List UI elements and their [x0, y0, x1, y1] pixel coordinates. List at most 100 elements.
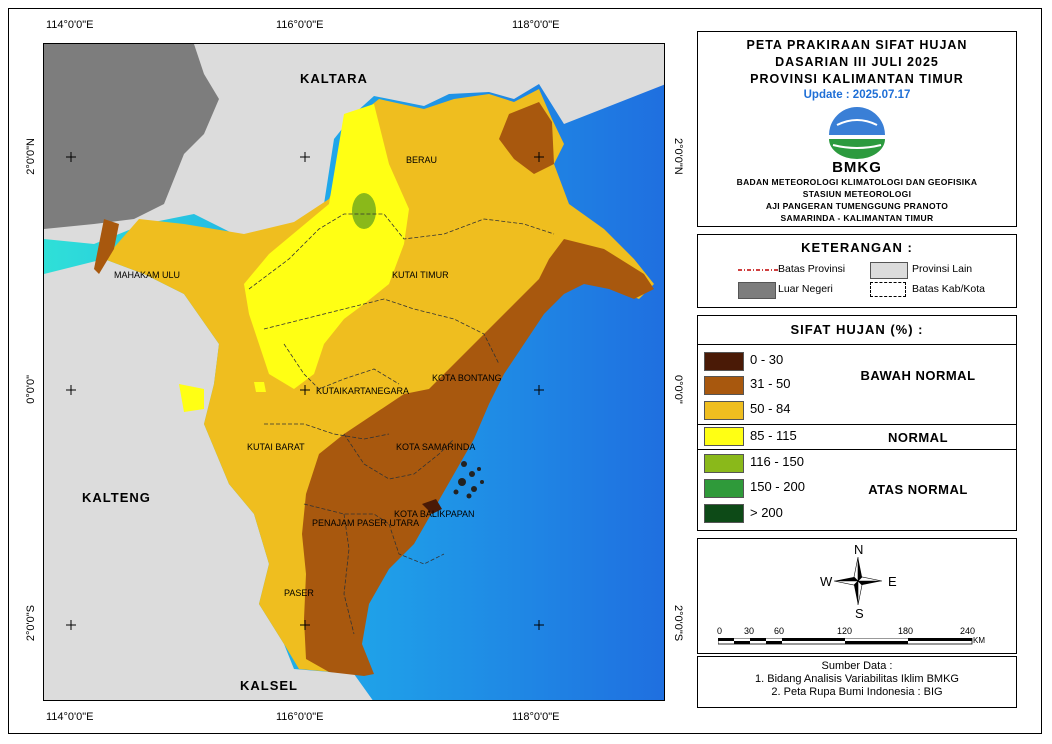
zone-atas-normal — [352, 193, 376, 229]
swatch-31-50 — [704, 376, 744, 395]
scale-tick: 240 — [960, 626, 976, 636]
category-normal: NORMAL — [887, 430, 949, 445]
label-kutai-barat: KUTAI BARAT — [247, 442, 305, 452]
label-penajam: PENAJAM PASER UTARA — [312, 518, 420, 528]
compass-panel: N S E W 0 30 60 120 180 240 KM — [697, 538, 1017, 654]
coord-top-114: 114°0'0"E — [46, 19, 94, 31]
scale-tick: 0 — [717, 626, 723, 636]
class-label: 50 - 84 — [750, 401, 791, 416]
sifat-hujan-panel: SIFAT HUJAN (%) : 0 - 30 31 - 50 50 - 84… — [697, 315, 1017, 531]
bmkg-logo-icon — [829, 107, 885, 159]
legend-heading: KETERANGAN : — [801, 240, 913, 255]
compass-w: W — [820, 574, 833, 589]
scale-unit: KM — [973, 636, 985, 645]
provincial-border-icon — [738, 269, 778, 271]
swatch-85-115 — [704, 427, 744, 446]
inst-line4: SAMARINDA - KALIMANTAN TIMUR — [780, 213, 934, 223]
source-line2: 2. Peta Rupa Bumi Indonesia : BIG — [771, 686, 943, 698]
swatch-150-200 — [704, 479, 744, 498]
bmkg-logo-text: BMKG — [832, 159, 882, 176]
source-line1: 1. Bidang Analisis Variabilitas Iklim BM… — [755, 673, 959, 685]
coord-top-118: 118°0'0"E — [512, 19, 560, 31]
source-heading: Sumber Data : — [821, 660, 893, 672]
source-panel: Sumber Data : 1. Bidang Analisis Variabi… — [697, 656, 1017, 708]
label-kutai-timur: KUTAI TIMUR — [392, 270, 449, 280]
inst-line2: STASIUN METEOROLOGI — [802, 189, 912, 199]
compass-s: S — [855, 606, 864, 621]
class-label: 150 - 200 — [750, 479, 805, 494]
label-paser: PASER — [284, 588, 314, 598]
title-panel: PETA PRAKIRAAN SIFAT HUJAN DASARIAN III … — [697, 31, 1017, 227]
swatch-0-30 — [704, 352, 744, 371]
label-kutai-kartanegara: KUTAIKARTANEGARA — [316, 386, 410, 396]
label-berau: BERAU — [406, 155, 438, 165]
kab-boundaries — [248, 213, 555, 635]
label-kalteng: KALTENG — [82, 490, 151, 505]
zone-bawah-dark — [422, 499, 442, 514]
map-area[interactable]: KALTARA KALTENG KALSEL BERAU MAHAKAM ULU… — [43, 43, 665, 701]
scale-tick: 180 — [898, 626, 914, 636]
class-label: 85 - 115 — [750, 428, 797, 443]
legend-panel: KETERANGAN : Batas Provinsi Provinsi Lai… — [697, 234, 1017, 308]
label-kalsel: KALSEL — [240, 678, 298, 693]
divider — [698, 344, 1016, 345]
scale-tick: 120 — [837, 626, 853, 636]
sifat-heading: SIFAT HUJAN (%) : — [790, 322, 924, 337]
class-label: 0 - 30 — [750, 352, 784, 367]
title-line3: PROVINSI KALIMANTAN TIMUR — [750, 72, 964, 86]
coord-right-2s: 2°0'0"S — [672, 605, 684, 642]
label-kota-balikpapan: KOTA BALIKPAPAN — [394, 509, 475, 519]
foreign-swatch — [738, 282, 776, 299]
legend-batas-kab: Batas Kab/Kota — [912, 283, 985, 295]
compass-rose-icon — [833, 556, 883, 606]
foreign-malaysia — [44, 44, 219, 229]
coord-right-2n: 2°0'0"N — [672, 138, 684, 175]
title-line1: PETA PRAKIRAAN SIFAT HUJAN — [746, 38, 968, 52]
update-date: Update : 2025.07.17 — [803, 89, 911, 101]
category-atas-normal: ATAS NORMAL — [868, 482, 968, 497]
label-kota-bontang: KOTA BONTANG — [432, 373, 502, 383]
label-kota-samarinda: KOTA SAMARINDA — [396, 442, 476, 452]
zone-normal-spot — [254, 382, 266, 392]
kab-border-swatch — [870, 282, 906, 297]
label-kaltara: KALTARA — [300, 71, 368, 86]
class-label: > 200 — [750, 505, 783, 520]
scale-bar — [718, 638, 973, 645]
zone-normal-north — [244, 104, 409, 389]
province-kalteng-kalsel — [44, 259, 373, 700]
scale-tick: 60 — [774, 626, 785, 636]
compass-n: N — [854, 542, 864, 557]
swatch-116-150 — [704, 454, 744, 473]
label-mahakam-ulu: MAHAKAM ULU — [114, 270, 181, 280]
legend-provinsi-lain: Provinsi Lain — [912, 263, 973, 275]
legend-luar-negeri: Luar Negeri — [778, 283, 833, 295]
other-province-swatch — [870, 262, 908, 279]
coord-bottom-114: 114°0'0"E — [46, 711, 94, 723]
coord-bottom-118: 118°0'0"E — [512, 711, 560, 723]
zone-bawah-west — [94, 219, 119, 274]
category-bawah-normal: BAWAH NORMAL — [860, 368, 976, 383]
zone-normal-west — [179, 384, 204, 412]
coord-top-116: 116°0'0"E — [276, 19, 324, 31]
coord-left-2n: 2°0'0"N — [25, 138, 37, 175]
title-line2: DASARIAN III JULI 2025 — [775, 55, 939, 69]
coord-right-0: 0°0'0" — [672, 375, 684, 404]
zone-bawah-berau — [499, 102, 554, 174]
coord-bottom-116: 116°0'0"E — [276, 711, 324, 723]
inst-line3: AJI PANGERAN TUMENGGUNG PRANOTO — [765, 201, 949, 211]
compass-e: E — [888, 574, 897, 589]
inst-line1: BADAN METEOROLOGI KLIMATOLOGI DAN GEOFIS… — [736, 177, 978, 187]
legend-batas-provinsi: Batas Provinsi — [778, 263, 846, 275]
class-label: 116 - 150 — [750, 454, 804, 469]
coord-left-0: 0°0'0" — [25, 375, 37, 404]
divider — [698, 449, 1016, 450]
scale-tick: 30 — [744, 626, 755, 636]
kaltim-base — [104, 89, 654, 674]
map-frame — [8, 8, 1042, 734]
class-label: 31 - 50 — [750, 376, 791, 391]
map-svg — [44, 44, 664, 700]
coord-left-2s: 2°0'0"S — [25, 605, 37, 642]
zone-bawah-east — [302, 239, 654, 676]
swatch-50-84 — [704, 401, 744, 420]
delta-islands — [453, 461, 484, 499]
